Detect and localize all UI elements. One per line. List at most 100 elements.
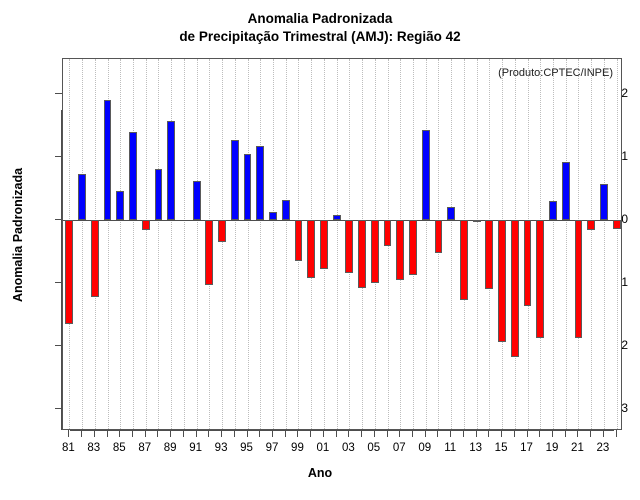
x-tick-label-87: 87 [138,442,152,454]
gridline-84 [107,59,109,429]
y-tick-1 [55,155,62,157]
x-tick-20 [564,430,566,437]
gridline-85 [120,59,122,429]
x-tick-23 [602,430,604,437]
y-tick--3 [55,407,62,409]
x-tick-14 [488,430,490,437]
x-tick-91 [195,430,197,437]
bar-03 [345,219,354,274]
y-tick-label--3: -3 [617,400,628,415]
x-tick-label-91: 91 [189,442,203,454]
x-tick-04 [361,430,363,437]
bar-82 [78,174,87,220]
gridline-02 [336,59,338,429]
bar-99 [294,219,303,261]
chart-title: Anomalia Padronizada de Precipitação Tri… [0,10,640,46]
bar-17 [523,219,532,306]
y-tick-label--2: -2 [617,337,628,352]
x-tick-15 [501,430,503,437]
x-tick-96 [259,430,261,437]
x-tick-label-85: 85 [112,442,126,454]
bar-22 [587,219,596,231]
bar-05 [370,219,379,283]
gridline-93 [222,59,224,429]
gridline-22 [591,59,593,429]
x-tick-label-07: 07 [392,442,406,454]
gridline-87 [145,59,147,429]
x-tick-label-81: 81 [61,442,75,454]
bar-96 [256,146,265,220]
x-tick-06 [386,430,388,437]
producer-annotation: (Produto:CPTEC/INPE) [498,67,613,79]
bar-24 [612,219,621,229]
x-tick-09 [424,430,426,437]
zero-baseline [63,219,621,221]
gridline-89 [171,59,173,429]
x-tick-19 [552,430,553,437]
gridline-23 [603,59,605,429]
x-tick-22 [590,430,592,437]
y-axis-spine [61,109,62,430]
bar-20 [561,162,570,220]
x-tick-89 [170,430,172,437]
bar-16 [510,219,519,358]
x-tick-99 [297,430,299,437]
y-tick--1 [55,281,62,283]
bar-97 [269,212,277,220]
gridline-24 [616,59,618,429]
y-tick-label--1: -1 [617,274,628,289]
bar-11 [447,207,456,220]
x-tick-24 [615,430,617,437]
plot-inner [63,59,621,429]
plot-area: (Produto:CPTEC/INPE) [62,58,622,430]
bar-87 [141,219,150,231]
bar-89 [167,121,176,220]
x-tick-16 [513,430,515,437]
gridline-20 [565,59,567,429]
x-tick-12 [462,430,464,437]
x-tick-label-89: 89 [163,442,177,454]
x-tick-label-11: 11 [444,442,457,454]
y-tick--2 [55,344,62,346]
bar-81 [65,219,74,324]
x-tick-label-13: 13 [469,442,483,454]
x-tick-label-05: 05 [367,442,381,454]
x-tick-87 [144,430,146,437]
x-tick-05 [373,430,375,437]
y-axis [55,58,62,430]
x-tick-95 [246,430,248,437]
x-tick-13 [475,430,477,437]
x-tick-85 [119,430,121,437]
gridline-09 [425,59,427,429]
bar-10 [434,219,443,253]
gridline-91 [196,59,198,429]
bar-83 [90,219,99,298]
bar-23 [599,184,608,220]
bar-12 [459,219,468,301]
gridline-82 [82,59,84,429]
bar-15 [498,219,507,343]
gridline-98 [285,59,287,429]
x-tick-00 [310,430,312,437]
x-tick-98 [284,430,286,437]
x-tick-label-97: 97 [265,442,279,454]
x-tick-label-95: 95 [240,442,253,454]
gridline-11 [451,59,453,429]
y-tick-label-2: 2 [621,85,628,100]
x-tick-92 [208,430,210,437]
x-tick-label-09: 09 [418,442,432,454]
x-tick-83 [93,430,95,437]
x-axis-spine [70,430,614,431]
x-tick-03 [348,430,350,437]
gridline-90 [183,59,185,429]
bar-18 [536,219,545,338]
bar-84 [103,99,112,220]
x-tick-label-19: 19 [545,442,559,454]
x-tick-label-03: 03 [341,442,355,454]
bar-91 [192,180,201,220]
x-tick-97 [272,430,273,437]
x-tick-label-83: 83 [87,442,101,454]
bar-07 [396,219,405,280]
chart-title-line2: de Precipitação Trimestral (AMJ): Região… [179,29,461,44]
x-tick-02 [335,430,337,437]
